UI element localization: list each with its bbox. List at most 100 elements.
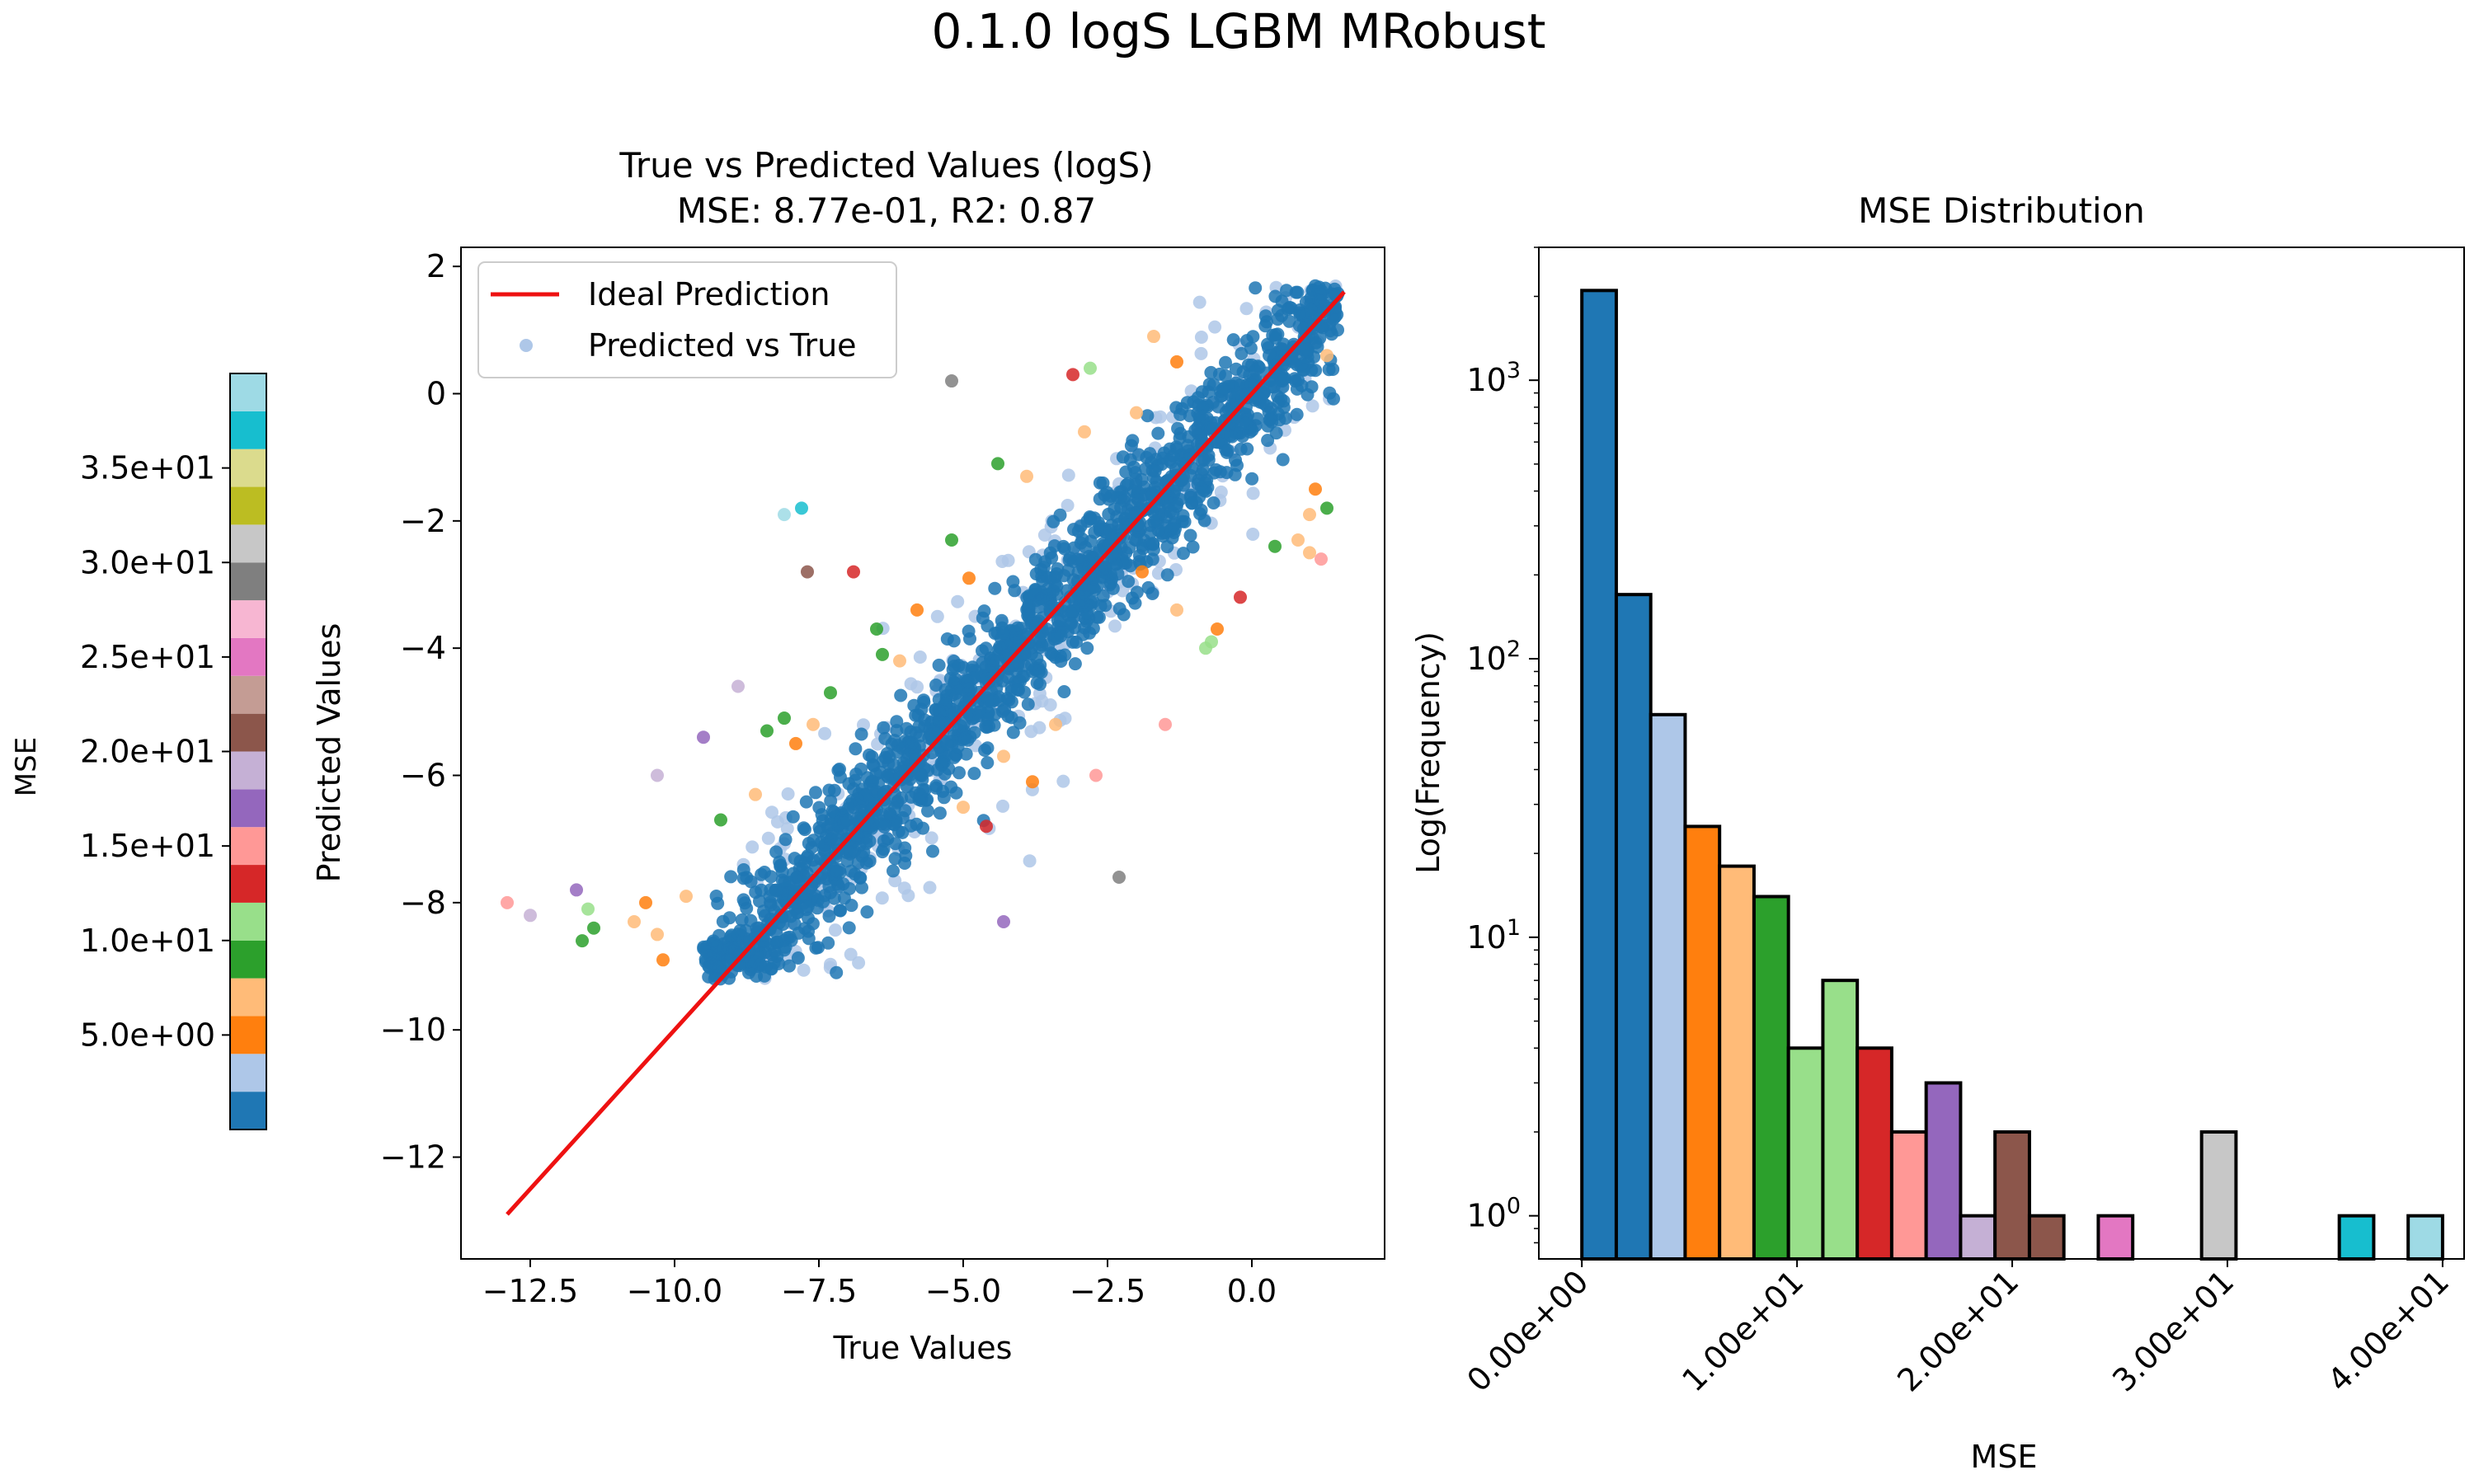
scatter-point [877, 754, 891, 768]
scatter-point [1171, 421, 1185, 435]
scatter-point [1195, 467, 1208, 481]
scatter-point [1213, 465, 1227, 479]
scatter-point [990, 681, 1004, 695]
scatter-point [859, 856, 873, 870]
scatter-point [742, 965, 755, 979]
scatter-x-ticks: −12.5 −10.0 −7.5 −5.0 −2.5 0.0 [482, 1259, 1277, 1309]
scatter-point [1331, 323, 1344, 337]
scatter-point [1258, 319, 1272, 333]
scatter-point [1078, 425, 1091, 439]
legend-entry-ideal: Ideal Prediction [588, 276, 830, 312]
scatter-point [1296, 364, 1310, 377]
scatter-point [1056, 774, 1070, 788]
scatter-point [921, 804, 934, 818]
scatter-point [929, 731, 943, 745]
colorbar-cell [230, 1016, 266, 1054]
scatter-point [1320, 349, 1333, 363]
scatter-point [795, 501, 808, 515]
scatter-point [834, 904, 847, 918]
scatter-point [1061, 499, 1075, 512]
scatter-point [1208, 320, 1222, 334]
scatter-point [1145, 587, 1159, 600]
scatter-point [1239, 380, 1253, 394]
scatter-point [849, 742, 863, 756]
histogram-bar [1856, 1046, 1893, 1261]
scatter-point [501, 895, 514, 909]
scatter-point [783, 959, 796, 973]
scatter-point [850, 811, 864, 825]
scatter-point [1098, 488, 1112, 502]
scatter-legend: Ideal Prediction Predicted vs True [477, 261, 897, 378]
colorbar-tick-label: 1.0e+01 [80, 923, 215, 959]
scatter-point [1158, 486, 1172, 500]
y-tick-label: −4 [400, 630, 446, 666]
scatter-title: True vs Predicted Values (logS) [618, 145, 1153, 186]
scatter-point [883, 808, 897, 821]
scatter-point [859, 831, 873, 845]
scatter-point [1160, 540, 1174, 554]
scatter-point [933, 806, 947, 820]
histogram-bar [1821, 979, 1860, 1261]
scatter-point [709, 890, 723, 903]
scatter-point [842, 921, 856, 935]
scatter-point [937, 791, 951, 805]
scatter-point [945, 374, 958, 388]
colorbar-cell [230, 978, 266, 1017]
scatter-point [1194, 346, 1208, 360]
scatter-points [501, 279, 1345, 986]
scatter-point [1102, 507, 1116, 521]
scatter-point [894, 688, 908, 702]
y-tick-label: −2 [400, 503, 446, 539]
scatter-point [1163, 453, 1177, 467]
scatter-point [1043, 698, 1057, 711]
scatter-point [774, 859, 788, 873]
x-tick-label: 2.00e+01 [1890, 1263, 2025, 1398]
scatter-point [724, 870, 738, 884]
colorbar-cell [230, 1054, 266, 1092]
scatter-point [1057, 685, 1071, 698]
scatter-point [1108, 619, 1122, 633]
scatter-point [797, 963, 811, 977]
scatter-point [1197, 514, 1211, 528]
scatter-point [576, 934, 589, 948]
scatter-point [844, 864, 858, 878]
scatter-point [1186, 540, 1200, 554]
scatter-point [840, 854, 854, 868]
colorbar-cell [230, 789, 266, 828]
histogram-x-label: MSE [1971, 1439, 2038, 1475]
scatter-point [744, 913, 758, 928]
scatter-point [1037, 528, 1051, 542]
scatter-point [997, 915, 1010, 928]
scatter-point [1183, 528, 1197, 542]
legend-entry-scatter: Predicted vs True [588, 327, 857, 364]
y-tick-label: 100 [1466, 1194, 1521, 1234]
scatter-point [847, 565, 860, 579]
scatter-point [877, 834, 891, 848]
scatter-point [915, 768, 929, 782]
scatter-point [1189, 495, 1203, 510]
scatter-point [962, 571, 976, 585]
scatter-point [1032, 687, 1047, 701]
scatter-point [764, 870, 778, 884]
scatter-point [790, 871, 803, 885]
scatter-point [769, 926, 783, 940]
scatter-point [809, 941, 823, 955]
scatter-point [1229, 362, 1243, 376]
scatter-point [714, 813, 727, 827]
scatter-point [1106, 581, 1120, 595]
histogram-bar [2096, 1214, 2135, 1261]
colorbar-label: MSE [10, 737, 43, 796]
scatter-point [952, 659, 966, 673]
scatter-point [981, 712, 995, 726]
scatter-point [957, 801, 970, 815]
scatter-point [961, 674, 975, 688]
colorbar-tick-label: 3.0e+01 [80, 544, 215, 580]
scatter-point [844, 899, 858, 913]
scatter-point [1050, 567, 1064, 580]
scatter-point [781, 787, 795, 801]
scatter-point [801, 899, 815, 913]
histogram-bar [1718, 864, 1756, 1261]
scatter-point [1245, 472, 1259, 486]
scatter-point [933, 714, 947, 728]
scatter-point [990, 655, 1004, 669]
